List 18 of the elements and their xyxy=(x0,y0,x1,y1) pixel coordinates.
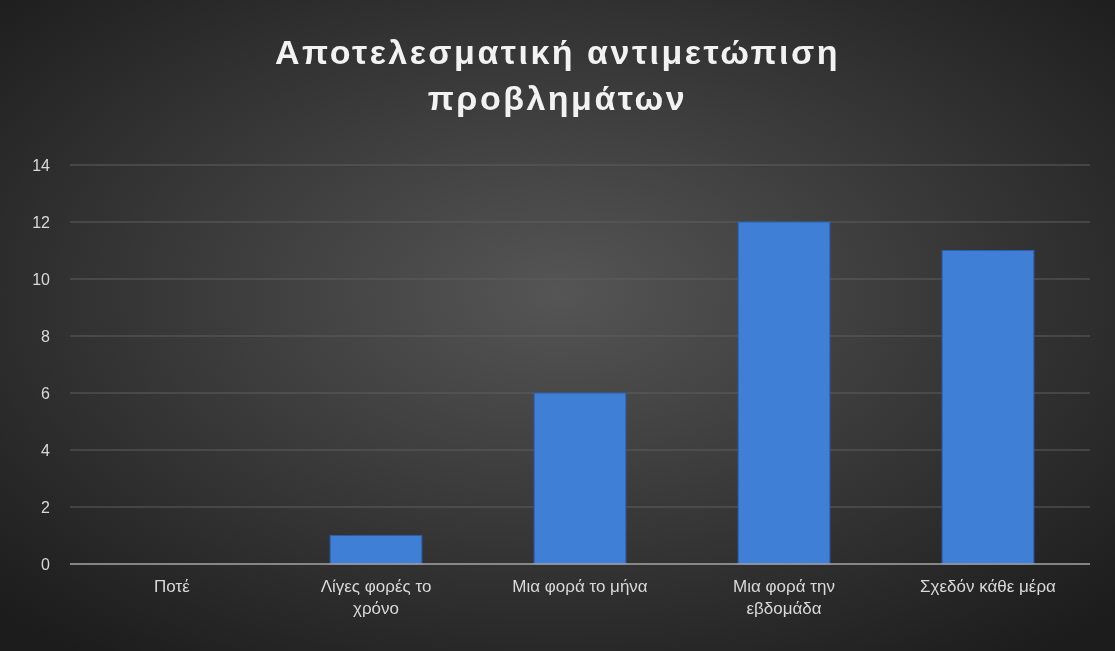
bar xyxy=(329,535,423,565)
bar xyxy=(533,392,627,565)
x-tick-label: Σχεδόν κάθε μέρα xyxy=(920,577,1057,596)
x-tick-label: Ποτέ xyxy=(154,577,191,596)
bar xyxy=(737,221,831,565)
y-tick-label: 6 xyxy=(41,384,51,402)
y-tick-label: 4 xyxy=(41,441,51,459)
bar xyxy=(941,250,1035,565)
x-tick-label: Λίγες φορές το χρόνο xyxy=(320,577,432,618)
y-tick-label: 14 xyxy=(32,156,51,174)
y-tick-label: 0 xyxy=(41,555,51,573)
y-tick-label: 2 xyxy=(41,498,51,516)
y-tick-label: 10 xyxy=(32,270,51,288)
x-tick-label: Μια φορά το μήνα xyxy=(512,577,648,596)
chart-title: Αποτελεσματική αντιμετώπιση προβλημάτων xyxy=(275,33,840,117)
x-tick-label: Μια φορά την εβδομάδα xyxy=(733,577,835,618)
y-tick-label: 8 xyxy=(41,327,51,345)
y-tick-label: 12 xyxy=(32,213,51,231)
